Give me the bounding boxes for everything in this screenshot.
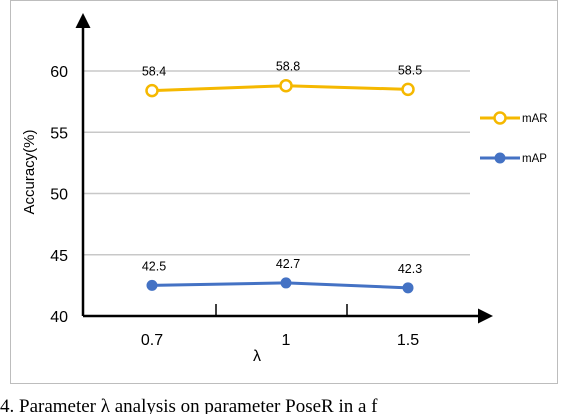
mar-point xyxy=(401,82,415,97)
x-tick-label: 1 xyxy=(282,332,291,349)
map-data-label: 42.7 xyxy=(276,257,300,271)
axes xyxy=(75,13,493,324)
y-tick-label: 55 xyxy=(50,125,68,142)
mar-data-label: 58.8 xyxy=(276,60,300,74)
x-tick-label: 0.7 xyxy=(141,332,163,349)
x-axis-label: λ xyxy=(253,348,261,365)
map-point xyxy=(280,277,292,289)
x-tick-label: 1.5 xyxy=(397,332,419,349)
y-axis-label: Accuracy(%) xyxy=(21,129,38,214)
mar-legend-label: mAR xyxy=(522,113,548,125)
y-tick-label: 40 xyxy=(50,309,68,326)
mar-point xyxy=(279,78,293,93)
map-legend-marker xyxy=(494,152,506,164)
mar-legend-marker xyxy=(493,111,507,125)
map-point xyxy=(402,282,414,294)
mar-point xyxy=(145,83,159,98)
map-data-label: 42.3 xyxy=(398,262,422,276)
map-data-label: 42.5 xyxy=(142,259,166,273)
series: 58.4 58.8 58.5 42.5 42.7 42.3 xyxy=(142,60,422,294)
map-point xyxy=(146,279,158,291)
line-chart: 40 45 50 55 60 0.7 1 1.5 58.4 58.8 58.5 42.5 42.7 42… xyxy=(21,13,548,365)
gridlines xyxy=(83,70,470,256)
figure-caption: 4. Parameter λ analysis on parameter Pos… xyxy=(0,396,378,414)
mar-data-label: 58.5 xyxy=(398,63,422,77)
legend: mAR mAP xyxy=(480,111,548,165)
tick-labels: 40 45 50 55 60 0.7 1 1.5 xyxy=(50,64,419,349)
mar-data-label: 58.4 xyxy=(142,65,166,79)
chart-frame xyxy=(10,0,558,384)
y-tick-label: 60 xyxy=(50,64,68,81)
y-tick-label: 50 xyxy=(50,187,68,204)
map-legend-label: mAP xyxy=(522,153,547,165)
y-tick-label: 45 xyxy=(50,248,68,265)
map-series-line xyxy=(151,281,409,290)
